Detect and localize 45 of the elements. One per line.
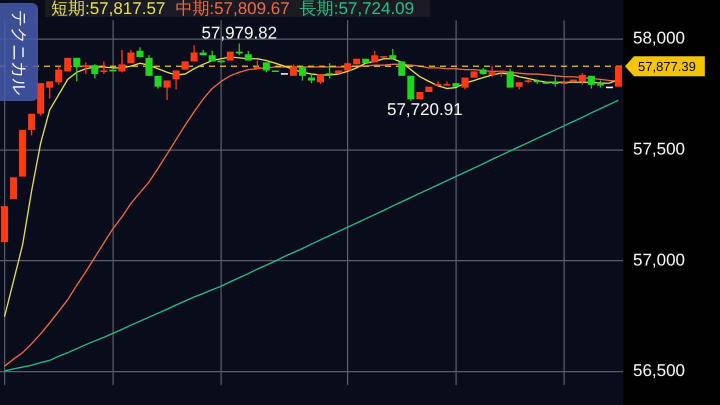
candlestick bbox=[317, 73, 324, 85]
text: 長期:57,724.09 bbox=[300, 0, 414, 18]
annotation: テクニカル bbox=[0, 3, 38, 101]
y-tick-label: 57,500 bbox=[633, 140, 685, 159]
candlestick bbox=[55, 64, 62, 86]
annotation: 57,720.91 bbox=[387, 100, 463, 120]
candlestick bbox=[208, 50, 216, 62]
candlestick bbox=[488, 65, 496, 78]
candlestick bbox=[145, 54, 152, 76]
candlestick bbox=[127, 49, 134, 64]
candlestick bbox=[64, 57, 72, 72]
candlestick bbox=[389, 48, 396, 60]
y-tick-label: 57,000 bbox=[633, 250, 685, 270]
candlestick bbox=[506, 68, 514, 88]
candlestick bbox=[28, 113, 36, 136]
candlestick bbox=[82, 62, 90, 75]
candlestick bbox=[407, 75, 414, 102]
candlestick bbox=[164, 80, 171, 101]
candlestick bbox=[578, 72, 586, 86]
y-tick-label: 58,000 bbox=[633, 28, 685, 48]
candlestick bbox=[298, 66, 306, 82]
candlestick bbox=[371, 50, 378, 63]
candlestick bbox=[614, 66, 622, 88]
candlestick bbox=[308, 72, 315, 84]
candlestick bbox=[100, 60, 108, 75]
candlestick bbox=[73, 57, 80, 82]
candlestick bbox=[254, 60, 261, 70]
candlestick bbox=[118, 49, 126, 73]
candlestick bbox=[398, 60, 406, 76]
candlestick bbox=[46, 80, 54, 100]
candlestick bbox=[588, 75, 595, 90]
annotation: 57,979.82 bbox=[201, 24, 278, 43]
candlestick bbox=[154, 75, 162, 90]
candlestick bbox=[326, 62, 334, 80]
y-tick-label: 56,500 bbox=[633, 361, 685, 380]
ref-line-label: 57,877.39 bbox=[638, 58, 696, 74]
candlestick bbox=[236, 42, 243, 56]
candlestick bbox=[461, 77, 468, 90]
candlestick bbox=[290, 64, 297, 76]
text: 中期:57,809.67 bbox=[175, 0, 290, 18]
candlestick bbox=[172, 70, 180, 90]
candlestick bbox=[136, 46, 144, 58]
candlestick bbox=[190, 44, 198, 62]
candlestick bbox=[91, 64, 98, 80]
text: 短期:57,817.57 bbox=[51, 0, 166, 18]
